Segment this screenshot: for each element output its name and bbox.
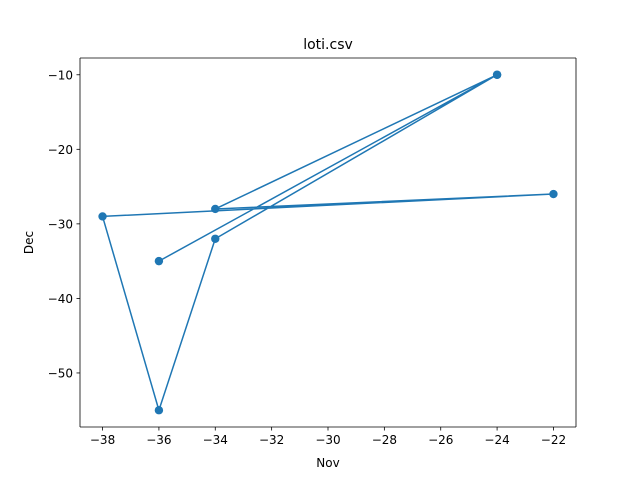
x-tick-label: −34 bbox=[203, 433, 228, 447]
x-tick-label: −32 bbox=[259, 433, 284, 447]
x-tick-label: −26 bbox=[428, 433, 453, 447]
y-tick-label: −20 bbox=[48, 143, 73, 157]
y-tick-label: −30 bbox=[48, 217, 73, 231]
y-tick-label: −10 bbox=[48, 68, 73, 82]
x-tick-label: −38 bbox=[90, 433, 115, 447]
x-tick-label: −28 bbox=[372, 433, 397, 447]
series-layer bbox=[98, 70, 558, 415]
x-tick-label: −22 bbox=[541, 433, 566, 447]
data-point bbox=[98, 212, 107, 221]
series-line bbox=[101, 74, 555, 411]
x-tick-label: −30 bbox=[315, 433, 340, 447]
data-point bbox=[154, 256, 164, 266]
plot-area bbox=[80, 58, 576, 427]
data-point bbox=[211, 204, 220, 214]
x-axis-ticks: −38 −36 −34 −32 −30 −28 −26 −24 −22 bbox=[90, 427, 566, 447]
x-tick-label: −24 bbox=[484, 433, 509, 447]
y-tick-label: −50 bbox=[48, 366, 73, 380]
data-point bbox=[211, 234, 220, 243]
x-tick-label: −36 bbox=[146, 433, 171, 447]
data-point bbox=[492, 70, 502, 79]
chart-title: loti.csv bbox=[303, 37, 353, 53]
y-axis-ticks: −10 −20 −30 −40 −50 bbox=[48, 68, 80, 380]
y-axis-label: Dec bbox=[22, 231, 36, 254]
y-tick-label: −40 bbox=[48, 292, 73, 306]
data-point bbox=[154, 406, 164, 415]
data-point bbox=[549, 189, 558, 199]
x-axis-label: Nov bbox=[316, 456, 339, 470]
